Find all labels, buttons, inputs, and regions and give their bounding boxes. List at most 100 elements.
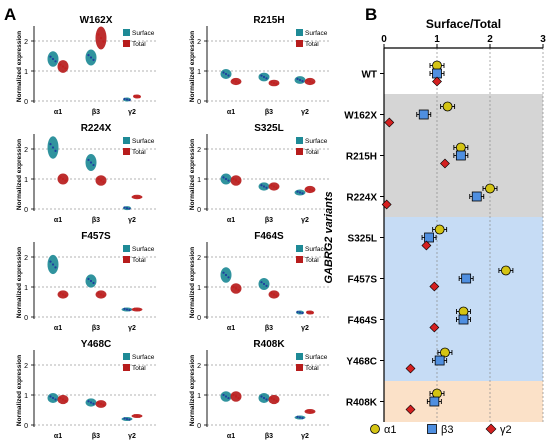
surface-point (89, 56, 93, 59)
y-tick-label: 0 (197, 99, 201, 106)
x-tick-label: α1 (54, 217, 62, 224)
legend-label-total: Total (132, 41, 146, 48)
x-tick-label: α1 (54, 433, 62, 440)
total-point (306, 187, 309, 190)
legend-label-total: Total (132, 257, 146, 264)
surface-point (296, 77, 299, 80)
x-tick-label: α1 (227, 109, 235, 116)
surface-point (123, 206, 126, 209)
y-axis-label: Normalized expression (16, 31, 23, 102)
total-point (311, 411, 314, 414)
total-point (102, 40, 105, 43)
total-point (133, 94, 136, 97)
marker-a1 (485, 183, 495, 194)
surface-point (262, 396, 266, 400)
surface-point (301, 80, 304, 83)
y-tick-label: 2 (24, 147, 28, 154)
total-point (61, 65, 65, 68)
legend-label-total: Total (132, 149, 146, 156)
y-tick-label: 0 (197, 207, 201, 214)
total-point (138, 196, 141, 199)
x-tick-label: α1 (54, 109, 62, 116)
surface-point (227, 396, 230, 400)
legend-label-total: Total (305, 365, 319, 372)
legend-label-surface: Surface (305, 138, 328, 145)
x-tick-label: β3 (92, 325, 100, 332)
surface-point (125, 98, 129, 101)
y-tick-label: 1 (24, 177, 28, 184)
total-point (97, 33, 100, 36)
y-axis-label: GABRG2 variants (323, 191, 335, 283)
surface-point (227, 179, 230, 182)
legend-swatch-total (296, 148, 303, 155)
total-point (138, 96, 141, 99)
x-tick-label: γ2 (301, 217, 309, 224)
surface-point (54, 60, 57, 63)
total-point (275, 294, 278, 297)
surface-point (123, 417, 126, 420)
surface-point (298, 78, 302, 82)
total-point (232, 177, 235, 181)
subplot-title: F457S (81, 231, 111, 242)
total-point (234, 395, 238, 398)
marker-g2 (429, 322, 440, 333)
legend-swatch-surface (123, 245, 130, 252)
surface-point (87, 400, 90, 403)
legend-label: β3 (441, 424, 453, 436)
total-point (275, 399, 278, 403)
y-tick-label: 1 (197, 177, 201, 184)
x-tick-label: β3 (92, 109, 100, 116)
marker-g2 (381, 199, 392, 210)
surface-point (54, 149, 57, 152)
x-tick-label: γ2 (301, 109, 309, 116)
marker-a1 (440, 347, 450, 358)
legend-swatch-surface (296, 29, 303, 36)
marker-g2 (429, 281, 440, 292)
surface-point (128, 418, 131, 421)
surface-point (51, 263, 55, 266)
surface-point (51, 396, 55, 400)
total-point (102, 404, 105, 407)
surface-point (227, 74, 230, 77)
surface-point (260, 184, 263, 187)
total-point (306, 310, 309, 313)
legend-label-surface: Surface (132, 138, 155, 145)
surface-point (227, 276, 230, 279)
x-tick-label: γ2 (128, 217, 136, 224)
legend-swatch-total (123, 364, 130, 371)
total-point (61, 177, 65, 181)
surface-point (260, 281, 263, 284)
category-label: F457S (348, 275, 378, 286)
total-point (97, 177, 100, 181)
legend-label-surface: Surface (132, 354, 155, 361)
panel-label-a: A (4, 5, 16, 24)
total-point (311, 189, 314, 192)
surface-point (296, 190, 299, 193)
subplot-title: R224X (81, 123, 112, 134)
x-tick-label: β3 (92, 217, 100, 224)
x-tick-label: β3 (265, 325, 273, 332)
surface-point (262, 282, 266, 286)
x-tick-label: 3 (540, 34, 546, 45)
legend-swatch-surface (296, 353, 303, 360)
y-tick-label: 1 (24, 69, 28, 76)
category-label: WT (361, 70, 377, 81)
total-point (135, 414, 139, 418)
y-tick-label: 0 (24, 207, 28, 214)
legend-marker-a1 (370, 424, 380, 434)
y-tick-label: 0 (24, 423, 28, 430)
x-tick-label: 2 (487, 34, 493, 45)
legend-swatch-total (296, 40, 303, 47)
marker-g2 (384, 117, 395, 128)
total-point (308, 410, 312, 413)
y-tick-label: 1 (197, 285, 201, 292)
category-label: R215H (346, 152, 377, 163)
marker-g2 (405, 363, 416, 374)
surface-point (49, 143, 52, 146)
surface-point (260, 395, 263, 398)
x-tick-label: α1 (227, 433, 235, 440)
total-point (311, 312, 314, 315)
surface-point (222, 71, 225, 74)
